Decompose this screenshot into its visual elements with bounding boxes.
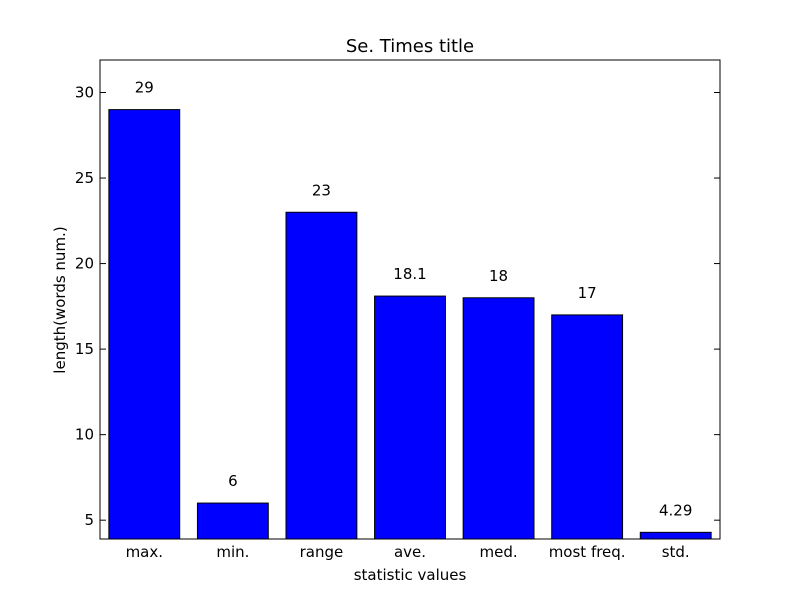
bar-5 [551, 314, 624, 540]
bar-0 [108, 109, 181, 540]
bar-3 [374, 295, 446, 540]
bar-value-label: 6 [228, 472, 238, 490]
x-axis-title: statistic values [354, 566, 467, 584]
x-tick-label: max. [126, 543, 163, 561]
y-tick-label: 30 [75, 84, 94, 102]
y-tick-label: 10 [75, 426, 94, 444]
bar-value-label: 17 [578, 284, 597, 302]
x-tick-label: min. [216, 543, 249, 561]
bar-value-label: 29 [135, 79, 154, 97]
chart-title: Se. Times title [346, 36, 474, 57]
bar-2 [285, 211, 358, 540]
bar-4 [462, 297, 535, 540]
x-tick-label: most freq. [549, 543, 626, 561]
plot-frame [99, 59, 721, 540]
bar-6 [639, 531, 712, 540]
bar-value-label: 23 [312, 181, 331, 199]
x-tick-label: range [300, 543, 344, 561]
bars-layer: 29 6 23 18.1 18 17 4.29 [108, 79, 712, 540]
x-tick-label: std. [662, 543, 690, 561]
bar-1 [196, 502, 269, 540]
ticks-layer: max. min. range ave. med. most freq. std. 5 10 15… [75, 84, 720, 561]
x-tick-label: med. [479, 543, 517, 561]
bar-value-label: 4.29 [659, 501, 692, 519]
bar-value-label: 18 [489, 267, 508, 285]
x-tick-label: ave. [394, 543, 426, 561]
y-axis-title: length(words num.) [51, 226, 69, 373]
y-tick-label: 5 [84, 511, 94, 529]
y-tick-label: 15 [75, 340, 94, 358]
y-tick-label: 20 [75, 255, 94, 273]
bar-value-label: 18.1 [393, 265, 426, 283]
y-tick-label: 25 [75, 169, 94, 187]
